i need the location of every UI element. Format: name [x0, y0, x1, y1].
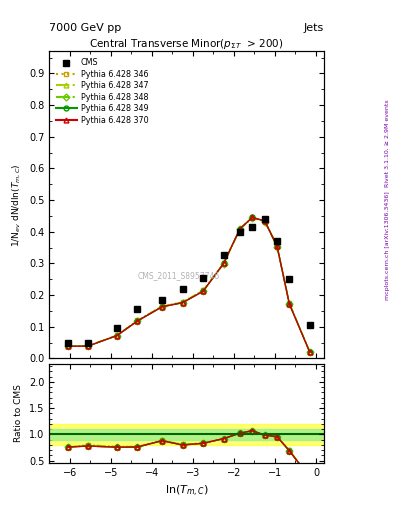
CMS: [287, 276, 292, 282]
Legend: CMS, Pythia 6.428 346, Pythia 6.428 347, Pythia 6.428 348, Pythia 6.428 349, Pyt: CMS, Pythia 6.428 346, Pythia 6.428 347,…: [53, 55, 151, 128]
CMS: [135, 306, 140, 312]
Text: CMS_2011_S8957746: CMS_2011_S8957746: [137, 271, 220, 280]
CMS: [160, 297, 164, 303]
Text: mcplots.cern.ch [arXiv:1306.3436]: mcplots.cern.ch [arXiv:1306.3436]: [385, 191, 389, 300]
Text: 7000 GeV pp: 7000 GeV pp: [49, 23, 121, 33]
CMS: [307, 322, 312, 328]
Title: Central Transverse Minor($p_{\Sigma T}$  > 200): Central Transverse Minor($p_{\Sigma T}$ …: [90, 37, 284, 51]
CMS: [238, 229, 242, 235]
CMS: [65, 339, 70, 346]
CMS: [250, 224, 255, 230]
CMS: [275, 238, 279, 244]
CMS: [86, 339, 90, 346]
CMS: [201, 274, 206, 281]
Text: Rivet 3.1.10, ≥ 2.9M events: Rivet 3.1.10, ≥ 2.9M events: [385, 99, 389, 187]
X-axis label: $\ln(T_{m,C})$: $\ln(T_{m,C})$: [165, 484, 209, 499]
CMS: [114, 325, 119, 331]
CMS: [263, 216, 267, 222]
CMS: [180, 286, 185, 292]
Line: CMS: CMS: [64, 216, 313, 346]
Text: Jets: Jets: [304, 23, 324, 33]
Y-axis label: Ratio to CMS: Ratio to CMS: [14, 385, 23, 442]
Y-axis label: 1/N$_{ev}$ dN/d$\ln(T_{m,C})$: 1/N$_{ev}$ dN/d$\ln(T_{m,C})$: [11, 163, 23, 246]
CMS: [221, 252, 226, 259]
